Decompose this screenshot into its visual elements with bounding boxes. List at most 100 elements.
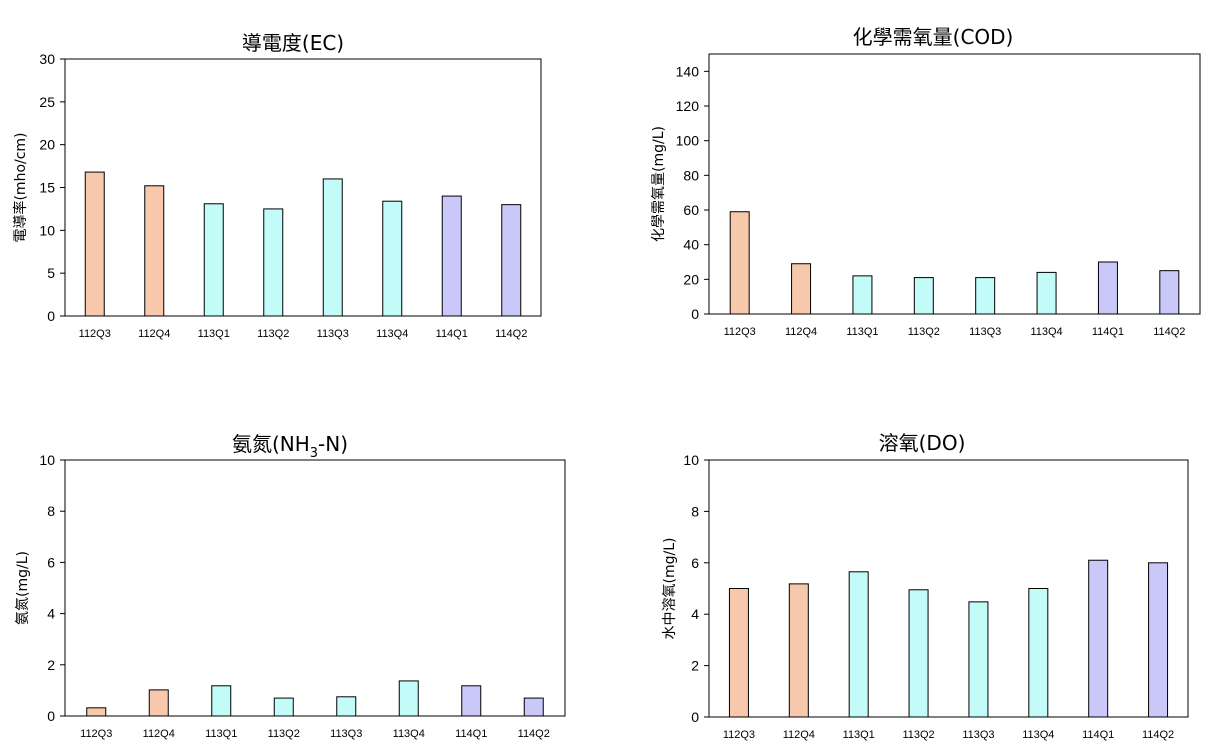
bar-112Q3 bbox=[728, 588, 749, 718]
x-tick-label: 113Q1 bbox=[205, 728, 237, 740]
y-axis-label: 化學需氧量(mg/L) bbox=[651, 126, 667, 242]
bar-114Q2 bbox=[501, 204, 522, 317]
x-tick-label: 114Q1 bbox=[436, 328, 468, 340]
y-tick-label: 20 bbox=[39, 137, 55, 153]
bar-112Q3 bbox=[84, 171, 105, 317]
y-tick-label: 40 bbox=[683, 237, 699, 253]
x-tick-label: 114Q2 bbox=[518, 728, 550, 740]
x-tick-label: 112Q3 bbox=[80, 728, 112, 740]
bar-113Q2 bbox=[263, 208, 284, 317]
x-tick-label: 113Q1 bbox=[198, 328, 230, 340]
chart-title: 溶氧(DO) bbox=[879, 431, 966, 455]
x-tick-label: 113Q4 bbox=[393, 728, 425, 740]
bar-112Q4 bbox=[144, 185, 165, 317]
bar-113Q3 bbox=[322, 178, 343, 317]
chart-do: 0 2 4 6 8 10 112Q3 112Q4 113Q1 113Q2 113Q3 113Q4 114… bbox=[662, 431, 1189, 741]
bar-113Q2 bbox=[273, 697, 294, 717]
x-tick-label: 112Q3 bbox=[724, 326, 756, 338]
x-tick-label: 112Q4 bbox=[138, 328, 170, 340]
bar-113Q1 bbox=[848, 571, 869, 718]
y-tick-label: 80 bbox=[683, 167, 699, 183]
chart-title: 化學需氧量(COD) bbox=[853, 25, 1014, 49]
x-tick-label: 113Q1 bbox=[843, 729, 875, 741]
bar-114Q1 bbox=[441, 195, 462, 317]
y-axis-label: 水中溶氧(mg/L) bbox=[662, 538, 678, 640]
y-tick-label: 15 bbox=[39, 180, 55, 196]
bar-114Q2 bbox=[1148, 562, 1169, 718]
bar-113Q1 bbox=[211, 685, 232, 717]
y-tick-label: 10 bbox=[683, 452, 699, 468]
y-tick-label: 4 bbox=[47, 606, 55, 622]
y-tick-label: 8 bbox=[47, 503, 55, 519]
bar-113Q4 bbox=[1036, 271, 1057, 315]
bar-113Q2 bbox=[913, 277, 934, 315]
x-tick-label: 113Q3 bbox=[317, 328, 349, 340]
y-tick-label: 2 bbox=[691, 658, 699, 674]
y-tick-label: 0 bbox=[47, 308, 55, 324]
bar-114Q1 bbox=[1088, 559, 1109, 718]
bar-112Q4 bbox=[791, 263, 812, 315]
bar-113Q1 bbox=[852, 275, 873, 315]
x-tick-label: 112Q3 bbox=[79, 328, 111, 340]
plot-frame bbox=[708, 53, 1201, 315]
x-tick-label: 113Q4 bbox=[1022, 729, 1054, 741]
x-tick-label: 113Q3 bbox=[969, 326, 1001, 338]
bar-112Q4 bbox=[788, 583, 809, 718]
x-tick-label: 114Q2 bbox=[1153, 326, 1185, 338]
y-tick-label: 100 bbox=[676, 133, 700, 149]
y-axis-label: 氨氮(mg/L) bbox=[15, 551, 31, 625]
chart-cod: 0 20 40 60 80 100 120 140 112Q3 112Q4 113Q1 113Q2 11… bbox=[651, 25, 1201, 338]
plot-frame bbox=[64, 459, 566, 717]
y-tick-label: 30 bbox=[39, 51, 55, 67]
y-tick-label: 8 bbox=[691, 503, 699, 519]
y-axis-label: 電導率(mho/cm) bbox=[12, 132, 29, 242]
y-tick-label: 6 bbox=[691, 555, 699, 571]
x-tick-label: 114Q1 bbox=[455, 728, 487, 740]
bar-113Q2 bbox=[908, 589, 929, 718]
bar-113Q4 bbox=[382, 200, 403, 317]
plot-frame bbox=[708, 459, 1189, 718]
x-tick-label: 114Q2 bbox=[495, 328, 527, 340]
bar-113Q1 bbox=[203, 203, 224, 317]
chart-title-main: 氨氮(NH bbox=[232, 432, 310, 456]
y-tick-label: 10 bbox=[39, 222, 55, 238]
y-tick-label: 10 bbox=[39, 452, 55, 468]
chart-ec: 0 5 10 15 20 25 30 112Q3 112Q4 113Q1 113Q2 113Q3 113… bbox=[12, 31, 542, 340]
bar-114Q1 bbox=[461, 685, 482, 717]
x-tick-label: 112Q4 bbox=[783, 729, 815, 741]
chart-nh3n: 0 2 4 6 8 10 112Q3 112Q4 113Q1 113Q2 113Q3 113Q4 114… bbox=[15, 432, 566, 740]
x-tick-label: 113Q3 bbox=[330, 728, 362, 740]
chart-title-subscript: 3 bbox=[310, 446, 318, 461]
bar-114Q2 bbox=[523, 697, 544, 717]
x-tick-label: 114Q2 bbox=[1142, 729, 1174, 741]
x-tick-label: 112Q4 bbox=[143, 728, 175, 740]
bar-113Q4 bbox=[1028, 588, 1049, 718]
bar-114Q1 bbox=[1097, 261, 1118, 315]
chart-title: 導電度(EC) bbox=[242, 31, 344, 55]
bar-113Q3 bbox=[968, 601, 989, 718]
x-tick-label: 112Q4 bbox=[785, 326, 817, 338]
x-tick-label: 114Q1 bbox=[1082, 729, 1114, 741]
x-tick-label: 113Q2 bbox=[908, 326, 940, 338]
bar-114Q2 bbox=[1159, 270, 1180, 315]
y-tick-label: 0 bbox=[691, 709, 699, 725]
x-tick-label: 113Q4 bbox=[1030, 326, 1062, 338]
bar-113Q3 bbox=[975, 277, 996, 315]
chart-title-main: 導電度(EC) bbox=[242, 31, 344, 55]
x-tick-label: 113Q1 bbox=[846, 326, 878, 338]
y-tick-label: 2 bbox=[47, 657, 55, 673]
x-tick-label: 114Q1 bbox=[1092, 326, 1124, 338]
chart-title-main: 溶氧(DO) bbox=[879, 431, 966, 455]
bar-112Q3 bbox=[729, 211, 750, 315]
plot-frame bbox=[64, 58, 542, 317]
bar-113Q4 bbox=[398, 680, 419, 717]
bar-113Q3 bbox=[336, 696, 357, 717]
chart-title: 氨氮(NH3-N) bbox=[232, 432, 348, 461]
x-tick-label: 113Q4 bbox=[376, 328, 408, 340]
y-tick-label: 6 bbox=[47, 554, 55, 570]
chart-title-end: -N) bbox=[318, 432, 348, 456]
y-tick-label: 60 bbox=[683, 202, 699, 218]
chart-title-main: 化學需氧量(COD) bbox=[853, 25, 1014, 49]
y-tick-label: 0 bbox=[691, 306, 699, 322]
